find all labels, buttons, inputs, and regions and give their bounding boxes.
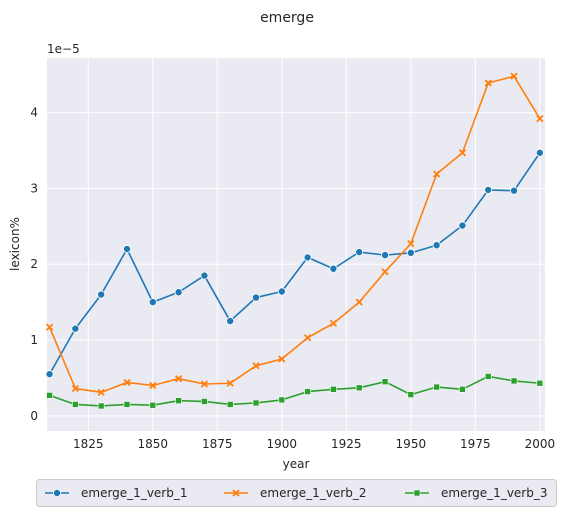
x-tick-labels: 1825 1850 1875 1900 1925 1950 1975 2000 [73, 437, 555, 451]
data-point [174, 375, 183, 383]
data-point [226, 379, 234, 387]
y-tick-label: 0 [30, 409, 38, 423]
legend-label: emerge_1_verb_1 [81, 486, 187, 500]
series-emerge_1_verb_3 [46, 373, 544, 410]
data-point [45, 370, 54, 379]
legend-item: emerge_1_verb_3 [405, 486, 547, 500]
data-point [406, 248, 415, 257]
data-point [122, 245, 131, 254]
data-point [71, 324, 80, 333]
data-point [148, 298, 157, 307]
data-point [329, 319, 338, 327]
legend-item: emerge_1_verb_2 [224, 486, 366, 500]
y-axis-label: lexicon% [8, 217, 22, 271]
series-line [49, 375, 540, 407]
data-point [330, 386, 337, 393]
x-tick-label: 2000 [525, 437, 556, 451]
y-tick-label: 4 [30, 106, 38, 120]
series-layer [45, 72, 544, 410]
data-point [226, 317, 235, 326]
y-tick-labels: 0 1 2 3 4 [30, 106, 38, 423]
data-point [355, 384, 363, 392]
data-point [304, 388, 311, 395]
data-point [226, 401, 234, 408]
x-tick-label: 1900 [267, 437, 298, 451]
series-emerge_1_verb_1 [45, 148, 544, 379]
data-point [459, 386, 466, 393]
legend-marker [53, 488, 62, 497]
x-axis-label: year [283, 457, 310, 471]
y-tick-label: 2 [30, 257, 38, 271]
y-tick-label: 1 [30, 333, 38, 347]
series-line [48, 152, 541, 375]
data-point [432, 170, 441, 178]
data-point [252, 362, 260, 370]
data-point [536, 379, 544, 387]
data-point [510, 72, 518, 80]
data-point [97, 290, 106, 299]
data-point [149, 401, 157, 409]
chart-title: emerge [260, 10, 314, 26]
data-point [71, 384, 80, 393]
y-tick-label: 3 [30, 181, 38, 195]
data-point [432, 241, 441, 250]
series-line [48, 75, 541, 394]
data-point [407, 240, 415, 248]
data-point [200, 380, 209, 388]
data-point [329, 264, 338, 273]
data-point [72, 401, 79, 408]
legend-box [36, 479, 557, 507]
data-point [252, 399, 260, 407]
data-point [355, 248, 364, 257]
series-emerge_1_verb_2 [45, 72, 544, 396]
legend: emerge_1_verb_1 emerge_1_verb_2 emerge_1_v… [36, 479, 557, 507]
data-point [175, 397, 182, 404]
data-point [123, 378, 131, 387]
x-tick-label: 1925 [331, 437, 362, 451]
data-point [303, 334, 312, 342]
data-point [381, 378, 389, 386]
legend-marker [232, 489, 240, 497]
x-tick-label: 1850 [138, 437, 169, 451]
data-point [200, 271, 209, 280]
data-point [433, 383, 440, 391]
legend-marker [413, 489, 421, 497]
data-point [174, 288, 183, 297]
data-point [278, 396, 286, 404]
x-tick-label: 1975 [460, 437, 491, 451]
data-point [510, 377, 518, 385]
data-point [458, 149, 467, 157]
data-point [355, 298, 363, 306]
data-point [45, 323, 54, 331]
data-point [303, 253, 312, 262]
plot-area [47, 58, 545, 431]
data-point [252, 293, 261, 302]
data-point [510, 186, 519, 195]
data-point [381, 268, 389, 276]
data-point [381, 251, 390, 260]
legend-item: emerge_1_verb_1 [45, 486, 187, 500]
x-tick-label: 1875 [202, 437, 233, 451]
legend-label: emerge_1_verb_2 [260, 486, 366, 500]
legend-label: emerge_1_verb_3 [441, 486, 547, 500]
data-point [97, 388, 105, 396]
data-point [536, 115, 544, 123]
data-point [277, 287, 286, 296]
y-scale-label: 1e−5 [47, 42, 80, 56]
data-point [123, 401, 131, 408]
data-point [46, 392, 53, 399]
data-point [484, 79, 492, 87]
data-point [458, 221, 467, 230]
data-point [97, 402, 105, 410]
data-point [278, 355, 286, 363]
data-point [149, 381, 157, 390]
data-point [535, 148, 544, 157]
data-point [484, 373, 492, 380]
x-tick-label: 1825 [73, 437, 104, 451]
x-tick-label: 1950 [396, 437, 427, 451]
data-point [484, 185, 493, 194]
data-point [407, 391, 415, 398]
data-point [201, 398, 208, 405]
